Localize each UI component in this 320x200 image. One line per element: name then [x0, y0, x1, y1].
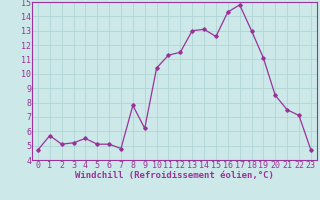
X-axis label: Windchill (Refroidissement éolien,°C): Windchill (Refroidissement éolien,°C): [75, 171, 274, 180]
